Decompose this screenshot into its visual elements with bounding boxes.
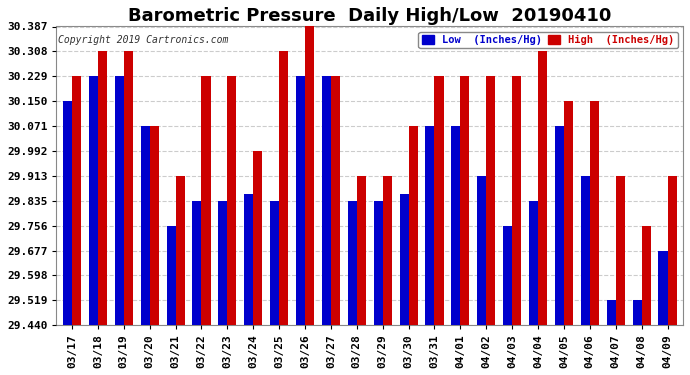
Bar	[244, 194, 253, 325]
Bar	[270, 201, 279, 325]
Bar	[357, 176, 366, 325]
Bar	[460, 76, 469, 325]
Bar	[141, 126, 150, 325]
Bar	[426, 126, 435, 325]
Bar	[607, 300, 615, 325]
Bar	[581, 176, 590, 325]
Bar	[383, 176, 392, 325]
Bar	[538, 51, 547, 325]
Bar	[218, 201, 228, 325]
Bar	[166, 226, 175, 325]
Bar	[486, 76, 495, 325]
Title: Barometric Pressure  Daily High/Low  20190410: Barometric Pressure Daily High/Low 20190…	[128, 7, 611, 25]
Bar	[564, 101, 573, 325]
Bar	[348, 201, 357, 325]
Bar	[590, 101, 599, 325]
Bar	[63, 101, 72, 325]
Bar	[72, 76, 81, 325]
Bar	[331, 76, 340, 325]
Bar	[555, 126, 564, 325]
Bar	[633, 300, 642, 325]
Bar	[150, 126, 159, 325]
Bar	[408, 126, 417, 325]
Bar	[89, 76, 98, 325]
Text: Copyright 2019 Cartronics.com: Copyright 2019 Cartronics.com	[58, 36, 228, 45]
Bar	[115, 76, 124, 325]
Bar	[201, 76, 210, 325]
Bar	[98, 51, 107, 325]
Bar	[253, 151, 262, 325]
Bar	[477, 176, 486, 325]
Bar	[296, 76, 305, 325]
Bar	[451, 126, 460, 325]
Bar	[193, 201, 201, 325]
Bar	[124, 51, 133, 325]
Bar	[512, 76, 521, 325]
Bar	[658, 251, 667, 325]
Bar	[642, 226, 651, 325]
Bar	[435, 76, 444, 325]
Bar	[228, 76, 237, 325]
Bar	[503, 226, 512, 325]
Bar	[279, 51, 288, 325]
Legend: Low  (Inches/Hg), High  (Inches/Hg): Low (Inches/Hg), High (Inches/Hg)	[418, 32, 678, 48]
Bar	[400, 194, 408, 325]
Bar	[175, 176, 185, 325]
Bar	[615, 176, 625, 325]
Bar	[322, 76, 331, 325]
Bar	[374, 201, 383, 325]
Bar	[667, 176, 677, 325]
Bar	[305, 27, 314, 325]
Bar	[529, 201, 538, 325]
